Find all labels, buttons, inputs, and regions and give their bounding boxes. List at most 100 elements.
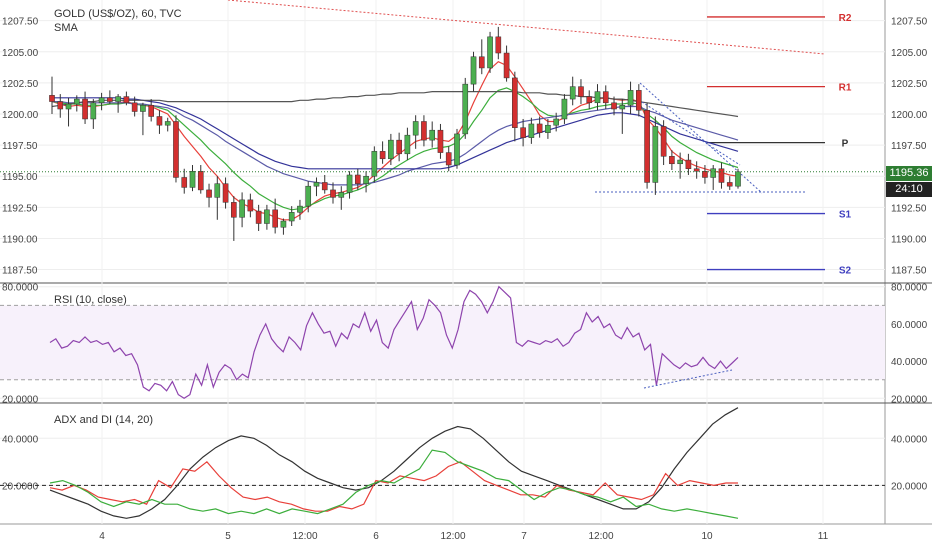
candle-body (429, 129, 436, 141)
candle-body (512, 77, 518, 128)
candle-body (156, 116, 163, 126)
candle-body (107, 97, 113, 102)
price-tick-label: 1200.00 (891, 110, 928, 121)
time-tick-label: 4 (99, 531, 105, 542)
candle-body (131, 102, 138, 112)
candle-body (239, 199, 245, 218)
candle-body (321, 182, 328, 191)
candle-body (90, 102, 97, 120)
candle-body (65, 103, 72, 110)
price-tick-label: 1205.00 (2, 48, 39, 59)
candle-body (288, 212, 295, 222)
adx-legend[interactable]: ADX and DI (14, 20) (54, 414, 154, 426)
candle-body (313, 182, 320, 187)
adx-tick-label: 20.0000 (2, 481, 39, 492)
rsi-legend[interactable]: RSI (10, close) (54, 294, 127, 306)
sma-line-4 (52, 97, 739, 170)
candle-body (247, 199, 254, 212)
candle-body (553, 118, 559, 126)
candle-body (454, 133, 460, 166)
adx-tick-label: 20.0000 (891, 481, 928, 492)
candle-body (354, 174, 361, 184)
rsi-tick-label: 80.0000 (2, 283, 39, 294)
candle-body (561, 98, 568, 120)
candle-body (115, 96, 121, 102)
candle-body (388, 139, 394, 160)
sma-line-2 (51, 87, 739, 211)
price-tick-label: 1190.00 (891, 234, 927, 245)
candle-body (272, 209, 278, 228)
candle-body (735, 171, 741, 187)
candle-body (123, 96, 130, 104)
price-tick-label: 1192.50 (2, 203, 38, 214)
time-tick-label: 12:00 (588, 531, 613, 542)
time-tick-label: 12:00 (440, 531, 465, 542)
candle-body (148, 105, 154, 117)
candle-body (197, 170, 204, 191)
candle-body (503, 52, 510, 79)
price-tick-label: 1187.50 (2, 266, 38, 277)
candle-body (520, 127, 526, 138)
price-tick-label: 1197.50 (2, 141, 38, 152)
candle-body (164, 121, 171, 126)
candle-body (189, 170, 196, 188)
candle-body (644, 110, 650, 183)
price-tick-label: 1207.50 (2, 17, 39, 28)
time-tick-label: 7 (521, 531, 527, 542)
price-tick-label: 1195.00 (2, 172, 38, 183)
price-tick-label: 1205.00 (891, 48, 928, 59)
candle-body (586, 96, 593, 104)
candle-body (330, 189, 336, 198)
rsi-trendline (643, 369, 733, 389)
rsi-tick-label: 20.0000 (2, 394, 39, 405)
candle-body (652, 126, 659, 183)
rsi-tick-label: 60.0000 (891, 320, 928, 331)
di-minus-line (49, 460, 738, 512)
candle-body (206, 189, 212, 198)
rsi-band-fill (0, 305, 885, 380)
candle-body (669, 156, 675, 165)
falling-trendline (639, 82, 763, 194)
candle-body (231, 202, 237, 218)
candle-body (255, 210, 262, 224)
candle-body (73, 98, 80, 105)
candle-body (305, 185, 312, 207)
candle-body (82, 98, 88, 120)
rsi-tick-label: 40.0000 (891, 357, 928, 368)
symbol-title: GOLD (US$/OZ), 60, TVC (54, 8, 182, 20)
candle-body (602, 91, 609, 104)
candle-body (685, 159, 692, 170)
symbol-legend[interactable]: GOLD (US$/OZ), 60, TVC SMA (54, 7, 182, 35)
candle-body (264, 209, 270, 224)
adx-line (49, 407, 739, 519)
candle-body (569, 86, 576, 100)
candle-body (660, 126, 667, 157)
time-tick-label: 10 (701, 531, 713, 542)
candle-body (338, 192, 345, 198)
candle-body (611, 102, 617, 110)
pivot-label-p: P (842, 139, 849, 150)
price-tick-label: 1202.50 (2, 79, 39, 90)
candle-body (636, 90, 642, 111)
time-tick-label: 12:00 (292, 531, 317, 542)
sma-line-1 (51, 60, 739, 221)
pivot-label-r1: R1 (839, 83, 852, 94)
candle-body (404, 134, 411, 155)
candle-body (578, 86, 584, 97)
candle-body (495, 36, 502, 54)
candle-body (462, 83, 469, 135)
candle-body (718, 168, 725, 183)
candle-body (437, 129, 444, 153)
candle-body (222, 183, 229, 203)
candle-body (363, 175, 369, 184)
pivot-label-s2: S2 (839, 266, 852, 277)
price-tick-label: 1202.50 (891, 79, 928, 90)
price-tick-label: 1207.50 (891, 17, 928, 28)
sma-legend[interactable]: SMA (54, 22, 78, 34)
candle-body (297, 205, 303, 213)
time-tick-label: 11 (818, 531, 829, 542)
adx-tick-label: 40.0000 (891, 434, 928, 445)
candle-body (371, 151, 378, 177)
price-tick-label: 1192.50 (891, 203, 927, 214)
